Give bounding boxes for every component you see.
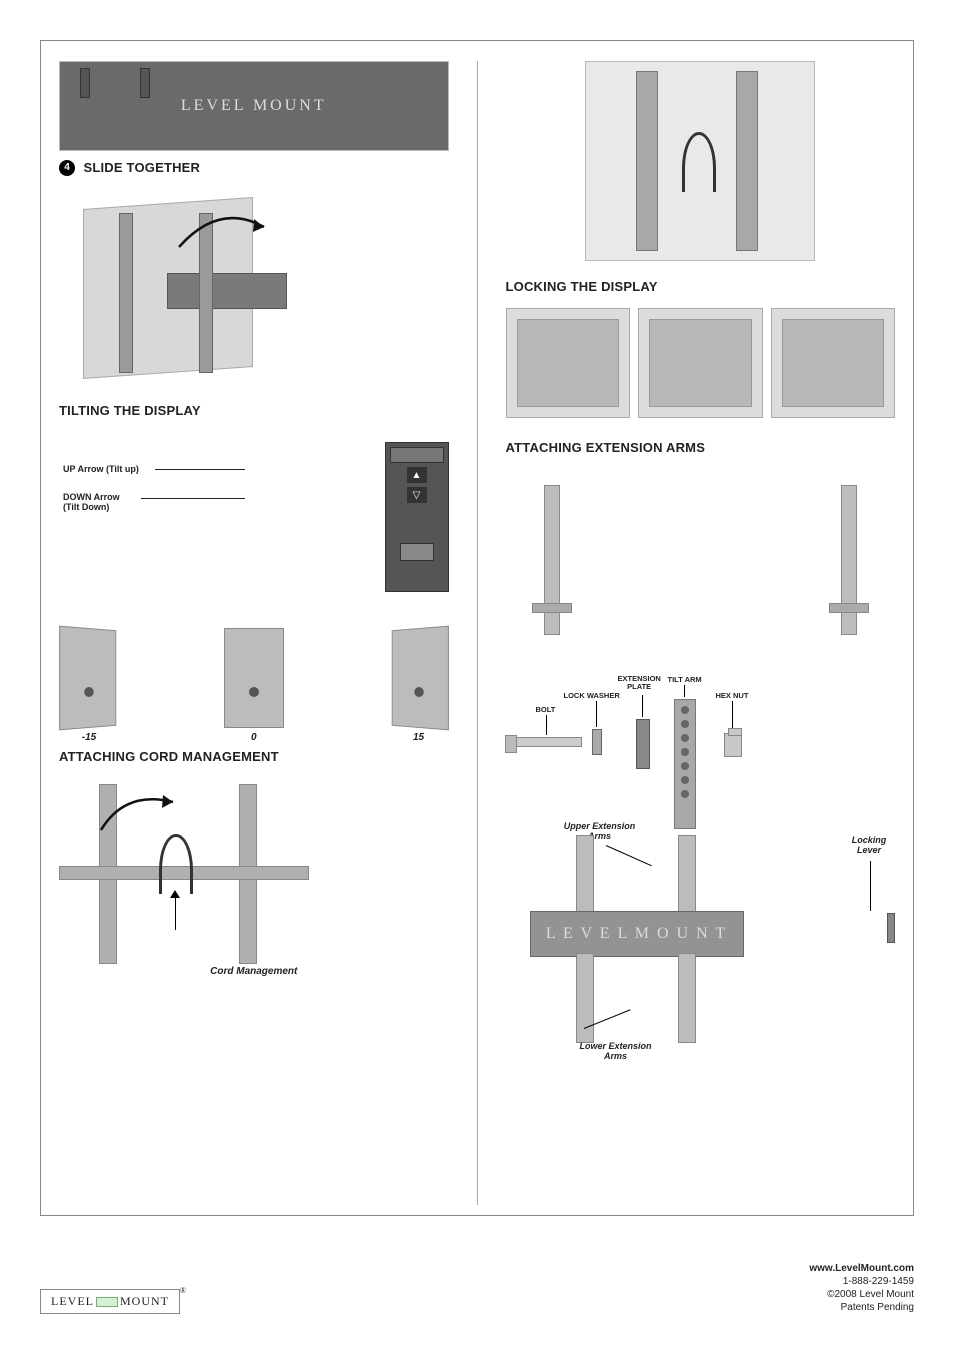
footer-brand-logo: LEVELMOUNT ® <box>40 1289 180 1314</box>
tilting-title: TILTING THE DISPLAY <box>59 403 449 418</box>
remote-up-button: ▲ <box>407 467 427 483</box>
cord-label: Cord Management <box>59 966 449 977</box>
tilt-assembly-diagram <box>59 193 449 393</box>
tilt-deg-15: 15 <box>389 732 449 743</box>
step-badge-4: 4 <box>59 160 75 176</box>
locking-main-diagram <box>585 61 815 261</box>
cord-title: ATTACHING CORD MANAGEMENT <box>59 749 449 764</box>
mount-bar: L E V E L M O U N T <box>530 911 744 957</box>
tilt-deg-neg15: -15 <box>59 732 119 743</box>
footer-url: www.LevelMount.com <box>809 1262 914 1275</box>
tilt-arrow-icon <box>169 197 279 267</box>
cord-management-diagram <box>59 784 449 964</box>
locking-lever-label-1: Locking <box>852 835 887 845</box>
assembly-diagram: Upper Extension Arms Locking Lever L E V… <box>506 825 896 1055</box>
pointer-arrowhead-icon <box>170 890 181 898</box>
registered-icon: ® <box>180 1286 187 1295</box>
ext-plate-label-2: PLATE <box>627 682 651 691</box>
bolt-label: BOLT <box>536 705 556 714</box>
tilt-remote-diagram: UP Arrow (Tilt up) DOWN Arrow (Tilt Down… <box>59 442 449 602</box>
down-arrow-label-2: (Tilt Down) <box>63 502 120 512</box>
extension-title: ATTACHING EXTENSION ARMS <box>506 440 896 455</box>
hex-nut-label: HEX NUT <box>716 691 749 700</box>
page-footer: LEVELMOUNT ® www.LevelMount.com 1-888-22… <box>40 1262 914 1314</box>
right-column: LOCKING THE DISPLAY ATTACHING EXTENSION … <box>506 61 896 1205</box>
mount-logo-text: LEVEL MOUNT <box>181 97 327 115</box>
slide-together-diagram: LEVEL MOUNT <box>59 61 449 151</box>
up-arrow-label: UP Arrow (Tilt up) <box>63 464 139 474</box>
remote-down-button: ▽ <box>407 487 427 503</box>
tilt-arm-label: TILT ARM <box>668 675 702 684</box>
extension-arms-diagram <box>506 485 896 635</box>
lower-ext-label-1: Lower Extension <box>579 1041 651 1051</box>
column-divider <box>477 61 478 1205</box>
locking-detail-diagram <box>506 308 896 418</box>
footer-phone: 1-888-229-1459 <box>809 1275 914 1288</box>
lock-washer-label: LOCK WASHER <box>564 691 620 700</box>
lower-ext-label-2: Arms <box>604 1051 627 1061</box>
tilt-deg-0: 0 <box>224 732 284 743</box>
locking-lever-label-2: Lever <box>857 845 881 855</box>
down-arrow-label-1: DOWN Arrow <box>63 492 120 502</box>
cord-arrow-icon <box>95 784 185 844</box>
tilt-angles-diagram: -15 0 15 <box>59 628 449 743</box>
upper-ext-label-1: Upper Extension <box>564 821 636 831</box>
locking-title: LOCKING THE DISPLAY <box>506 279 896 294</box>
left-column: LEVEL MOUNT 4 SLIDE TOGETHER <box>59 61 449 1205</box>
hardware-diagram: BOLT LOCK WASHER EXTENSION PLATE TILT AR… <box>506 655 896 815</box>
slide-together-title: SLIDE TOGETHER <box>83 160 200 175</box>
footer-copyright: ©2008 Level Mount <box>809 1288 914 1301</box>
footer-patents: Patents Pending <box>809 1301 914 1314</box>
